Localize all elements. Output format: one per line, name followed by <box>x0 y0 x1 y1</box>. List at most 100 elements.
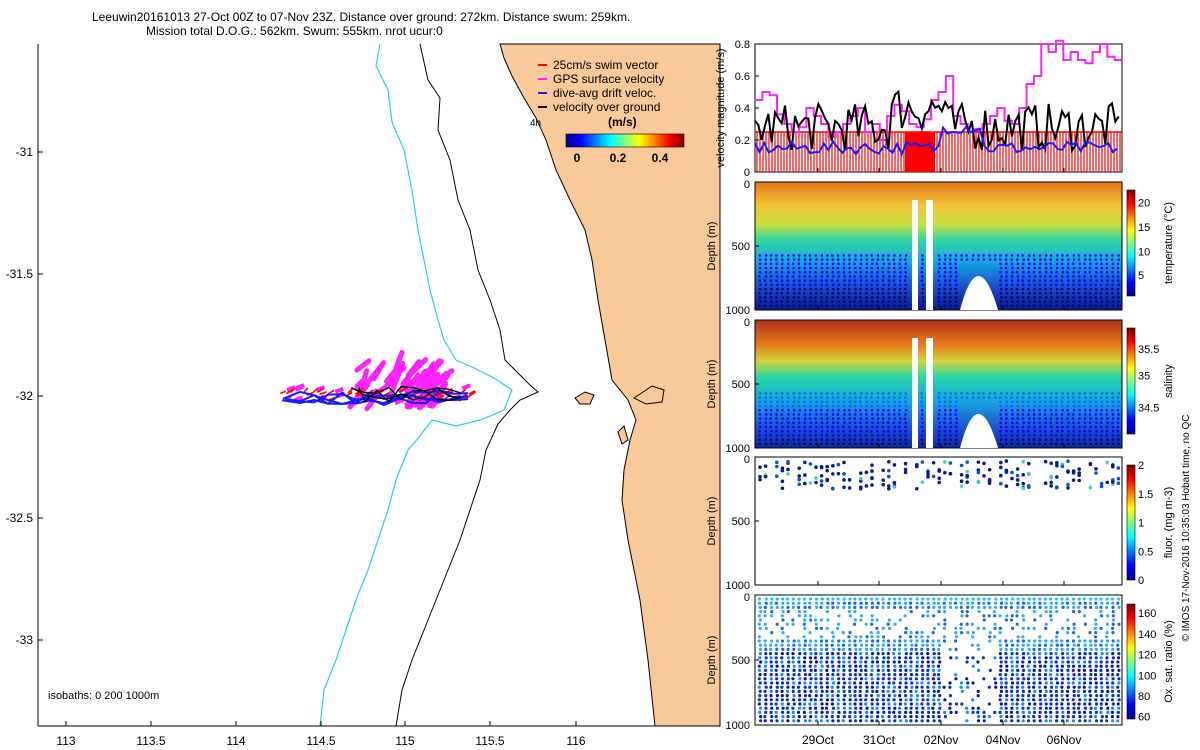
profile-sample <box>1021 425 1025 429</box>
profile-sample <box>836 254 840 257</box>
profile-sample <box>787 660 791 664</box>
profile-sample <box>1060 685 1064 689</box>
profile-sample <box>1010 421 1014 425</box>
profile-sample <box>1027 673 1031 677</box>
profile-sample <box>1106 275 1109 278</box>
profile-sample <box>798 702 802 706</box>
profile-sample <box>837 429 840 433</box>
profile-sample <box>882 710 886 715</box>
profile-sample <box>1016 417 1019 420</box>
profile-sample <box>826 673 830 677</box>
profile-sample <box>809 400 813 404</box>
profile-sample <box>764 601 768 605</box>
profile-sample <box>1093 635 1098 639</box>
profile-sample <box>937 262 941 266</box>
profile-sample <box>1093 706 1098 710</box>
profile-sample <box>831 438 835 441</box>
profile-sample <box>876 677 880 681</box>
profile-sample <box>1066 262 1070 266</box>
profile-sample <box>1044 421 1047 425</box>
profile-sample <box>1021 413 1025 416</box>
depth-tick-label: 500 <box>732 379 750 391</box>
profile-sample <box>1049 484 1053 488</box>
profile-sample <box>999 270 1002 274</box>
profile-sample <box>815 442 818 446</box>
profile-sample <box>998 614 1002 618</box>
profile-sample <box>886 622 890 626</box>
profile-sample <box>1061 396 1064 399</box>
profile-sample <box>1117 438 1120 441</box>
profile-sample <box>881 434 885 437</box>
profile-sample <box>1072 438 1075 441</box>
profile-sample <box>959 601 963 605</box>
profile-sample <box>776 408 779 412</box>
profile-sample <box>841 719 845 723</box>
profile-sample <box>780 656 784 660</box>
profile-sample <box>820 438 824 441</box>
profile-sample <box>1061 408 1065 412</box>
profile-sample <box>1015 291 1019 295</box>
profile-sample <box>1071 664 1076 668</box>
profile-sample <box>1066 270 1069 274</box>
swim-vector <box>327 389 335 395</box>
profile-sample <box>797 610 802 614</box>
profile-sample <box>864 470 869 475</box>
profile-sample <box>1032 668 1036 673</box>
profile-sample <box>920 417 924 420</box>
profile-sample <box>965 396 969 399</box>
profile-sample <box>1071 304 1075 308</box>
profile-sample <box>1055 279 1058 282</box>
profile-sample <box>831 434 835 437</box>
profile-sample <box>1111 618 1115 622</box>
profile-sample <box>887 715 891 719</box>
profile-sample <box>965 677 969 681</box>
profile-sample <box>797 477 801 482</box>
profile-sample <box>904 656 908 660</box>
profile-sample <box>847 262 851 266</box>
profile-sample <box>1027 597 1031 601</box>
profile-sample <box>887 404 891 408</box>
profile-sample <box>943 254 947 257</box>
profile-sample <box>825 478 829 483</box>
profile-sample <box>876 652 880 656</box>
profile-sample <box>892 413 896 416</box>
profile-sample <box>865 270 868 274</box>
profile-sample <box>886 639 891 643</box>
profile-sample <box>865 300 868 303</box>
profile-sample <box>1021 438 1025 441</box>
profile-sample <box>898 635 902 639</box>
profile-sample <box>1089 304 1093 308</box>
profile-sample <box>903 279 907 282</box>
profile-sample <box>899 719 903 723</box>
profile-sample <box>791 275 795 278</box>
profile-sample <box>1021 635 1025 639</box>
profile-sample <box>1043 392 1047 395</box>
profile-sample <box>775 421 779 425</box>
profile-sample <box>1038 396 1041 399</box>
profile-sample <box>1100 715 1104 719</box>
profile-sample <box>1117 296 1120 299</box>
profile-sample <box>1078 413 1081 416</box>
profile-sample <box>1061 300 1064 303</box>
profile-sample <box>871 438 874 441</box>
profile-sample <box>898 275 902 278</box>
profile-sample <box>1021 459 1025 464</box>
profile-sample <box>965 258 969 261</box>
profile-sample <box>820 400 824 404</box>
profile-sample <box>809 392 812 395</box>
profile-sample <box>763 614 767 618</box>
profile-sample <box>1026 681 1031 685</box>
profile-sample <box>904 266 907 270</box>
profile-sample <box>931 460 936 465</box>
profile-sample <box>915 664 919 668</box>
profile-sample <box>1110 258 1114 261</box>
profile-sample <box>797 597 801 601</box>
profile-sample <box>831 400 835 404</box>
profile-sample <box>915 601 919 605</box>
profile-sample <box>870 710 874 715</box>
profile-sample <box>1020 681 1025 685</box>
profile-sample <box>803 258 807 261</box>
profile-sample <box>837 262 840 266</box>
profile-sample <box>802 622 806 626</box>
profile-sample <box>920 404 924 408</box>
